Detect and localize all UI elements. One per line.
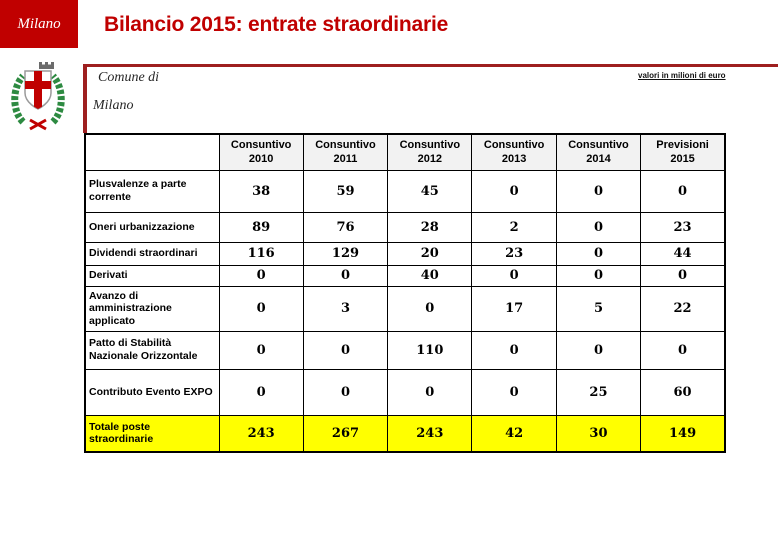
- value-cell: 22: [640, 285, 726, 332]
- row-label: Plusvalenze a parte corrente: [84, 169, 220, 213]
- table-row: Oneri urbanizzazione 89 76 28 2 0 23: [84, 211, 726, 243]
- value-cell: 23: [640, 211, 726, 243]
- value-cell: 0: [471, 169, 557, 213]
- row-label: Totale poste straordinarie: [84, 414, 220, 453]
- value-cell: 0: [471, 368, 557, 416]
- value-cell: 0: [218, 330, 304, 370]
- left-accent-rule: [83, 64, 87, 133]
- table-row: Plusvalenze a parte corrente 38 59 45 0 0 0: [84, 169, 726, 213]
- column-header: Consuntivo 2014: [555, 133, 642, 171]
- value-cell: 0: [471, 330, 557, 370]
- value-cell: 0: [302, 264, 389, 287]
- column-header: Consuntivo 2013: [471, 133, 557, 171]
- total-row: Totale poste straordinarie 243 267 243 42 30 1…: [84, 414, 726, 453]
- value-cell: 0: [302, 368, 389, 416]
- budget-table: Consuntivo 2010 Consuntivo 2011 Consuntivo…: [84, 133, 726, 453]
- value-cell: 0: [218, 264, 304, 287]
- value-cell: 60: [640, 368, 726, 416]
- value-cell: 76: [302, 211, 389, 243]
- table-row: Avanzo di amministrazione applicato 0 3 0 17…: [84, 285, 726, 332]
- value-cell: 0: [555, 211, 642, 243]
- value-cell: 28: [387, 211, 473, 243]
- value-cell: 45: [387, 169, 473, 213]
- brand-box: Milano: [0, 0, 78, 48]
- value-cell: 25: [555, 368, 642, 416]
- value-cell: 44: [640, 241, 726, 266]
- value-cell: 2: [471, 211, 557, 243]
- value-cell: 243: [387, 414, 473, 453]
- value-cell: 110: [387, 330, 473, 370]
- value-cell: 20: [387, 241, 473, 266]
- row-label: Dividendi straordinari: [84, 241, 220, 266]
- row-label: Derivati: [84, 264, 220, 287]
- value-cell: 23: [471, 241, 557, 266]
- row-label: Contributo Evento EXPO: [84, 368, 220, 416]
- value-cell: 59: [302, 169, 389, 213]
- org-name: Comune di Milano: [93, 70, 160, 114]
- table-row: Dividendi straordinari 116 129 20 23 0 44: [84, 241, 726, 266]
- value-cell: 267: [302, 414, 389, 453]
- value-cell: 116: [218, 241, 304, 266]
- value-cell: 243: [218, 414, 304, 453]
- table-row: Contributo Evento EXPO 0 0 0 0 25 60: [84, 368, 726, 416]
- row-label: Oneri urbanizzazione: [84, 211, 220, 243]
- value-cell: 40: [387, 264, 473, 287]
- org-name-line2: Milano: [93, 98, 134, 113]
- column-header: Consuntivo 2010: [218, 133, 304, 171]
- corner-cell: [84, 133, 220, 171]
- row-label: Patto di Stabilità Nazionale Orizzontale: [84, 330, 220, 370]
- value-cell: 0: [640, 264, 726, 287]
- value-cell: 0: [387, 368, 473, 416]
- value-cell: 89: [218, 211, 304, 243]
- value-cell: 0: [218, 285, 304, 332]
- value-cell: 0: [555, 330, 642, 370]
- unit-note: valori in milioni di euro: [638, 71, 726, 80]
- row-label: Avanzo di amministrazione applicato: [84, 285, 220, 332]
- value-cell: 5: [555, 285, 642, 332]
- table-row: Derivati 0 0 40 0 0 0: [84, 264, 726, 287]
- value-cell: 149: [640, 414, 726, 453]
- table-header-row: Consuntivo 2010 Consuntivo 2011 Consuntivo…: [84, 133, 726, 171]
- page-title: Bilancio 2015: entrate straordinarie: [104, 13, 449, 36]
- value-cell: 30: [555, 414, 642, 453]
- milano-coat-of-arms-logo: [8, 61, 68, 133]
- column-header: Consuntivo 2012: [387, 133, 473, 171]
- value-cell: 129: [302, 241, 389, 266]
- value-cell: 38: [218, 169, 304, 213]
- value-cell: 17: [471, 285, 557, 332]
- table-body: Plusvalenze a parte corrente 38 59 45 0 0 0 One…: [84, 169, 726, 453]
- value-cell: 0: [640, 330, 726, 370]
- value-cell: 0: [471, 264, 557, 287]
- value-cell: 0: [218, 368, 304, 416]
- value-cell: 0: [387, 285, 473, 332]
- value-cell: 0: [555, 169, 642, 213]
- column-header: Consuntivo 2011: [302, 133, 389, 171]
- column-header: Previsioni 2015: [640, 133, 726, 171]
- value-cell: 0: [640, 169, 726, 213]
- value-cell: 0: [302, 330, 389, 370]
- value-cell: 0: [555, 264, 642, 287]
- table-row: Patto di Stabilità Nazionale Orizzontale…: [84, 330, 726, 370]
- value-cell: 42: [471, 414, 557, 453]
- org-name-line1: Comune di: [98, 70, 160, 85]
- value-cell: 0: [555, 241, 642, 266]
- brand-label: Milano: [17, 15, 61, 32]
- title-rule: [84, 64, 778, 67]
- value-cell: 3: [302, 285, 389, 332]
